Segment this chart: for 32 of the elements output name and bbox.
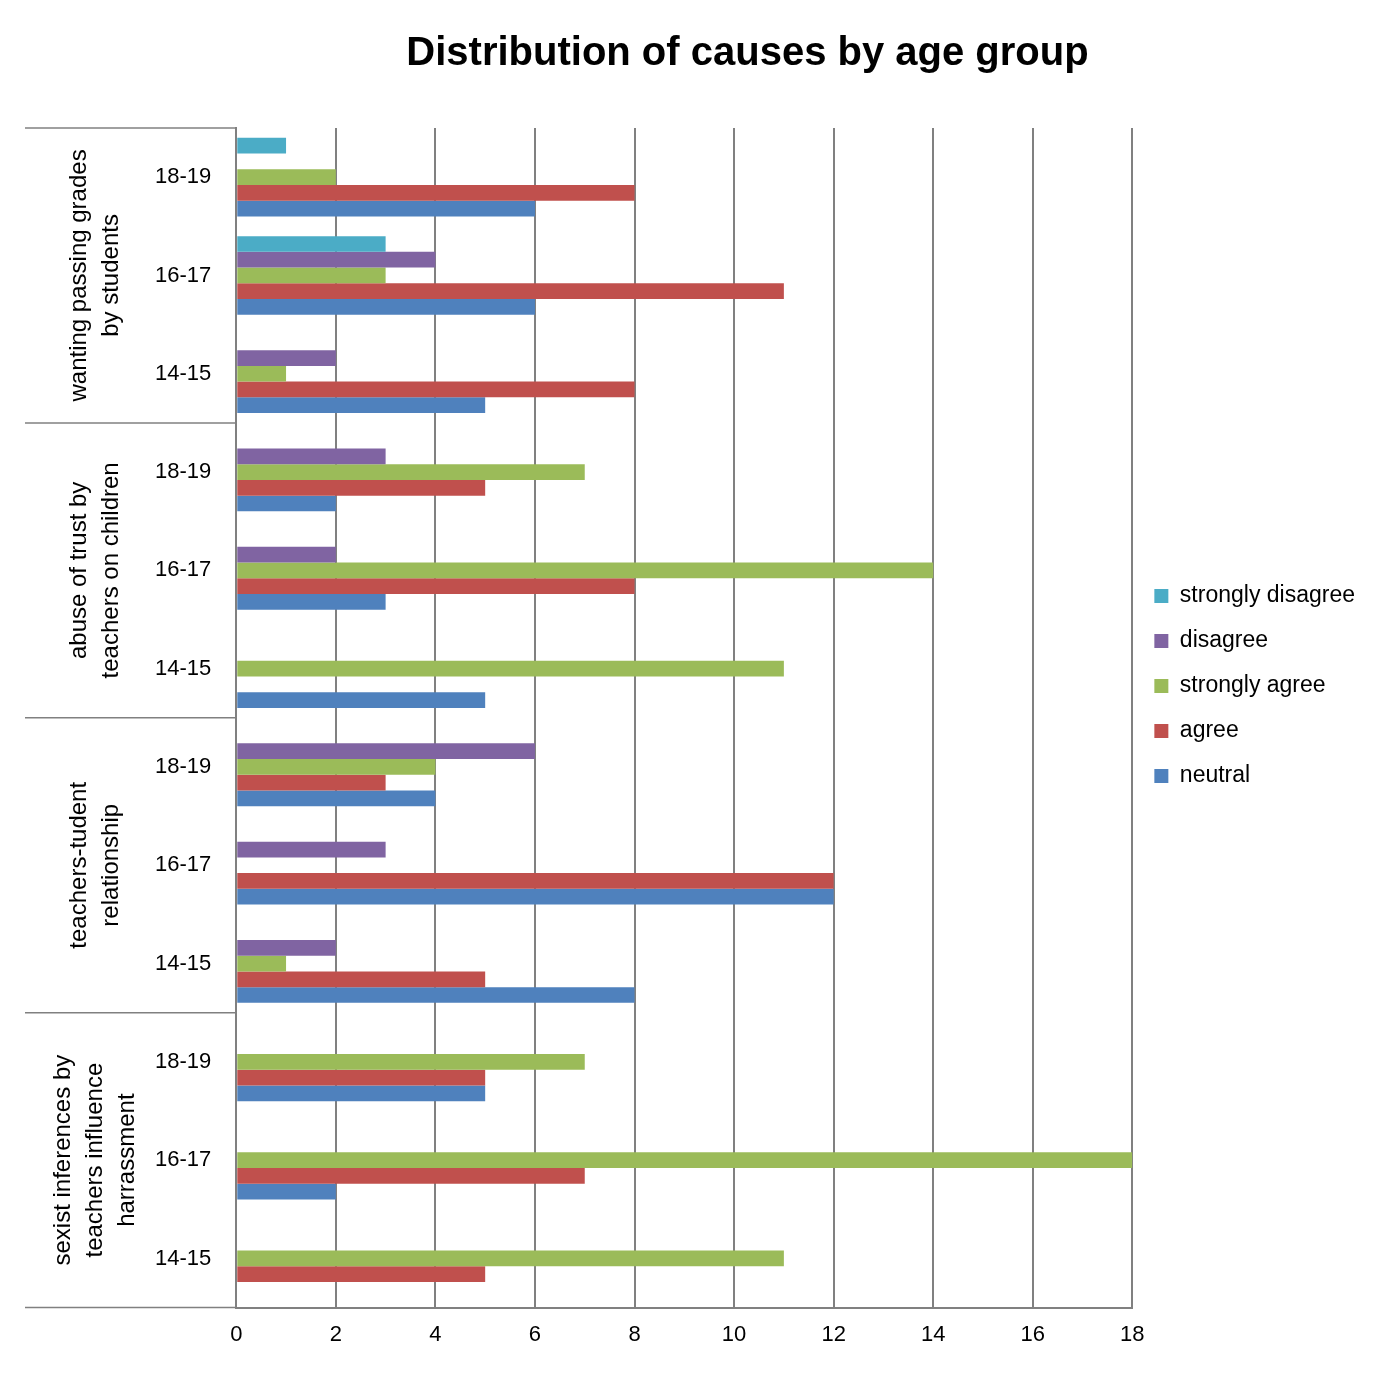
y-tick-label: 16-17 <box>154 851 212 877</box>
y-tick-label: 14-15 <box>154 1244 212 1270</box>
x-tick-label: 12 <box>821 1320 846 1346</box>
x-tick-label: 0 <box>230 1320 243 1346</box>
legend-label: disagree <box>1179 626 1269 653</box>
y-tick-label: 16-17 <box>154 261 212 287</box>
y-tick-label: 18-19 <box>154 1047 212 1073</box>
legend-label: agree <box>1179 716 1239 743</box>
text: wanting passing grades by students <box>63 149 123 403</box>
legend-label: neutral <box>1179 761 1251 788</box>
y-tick-label: 14-15 <box>154 359 212 385</box>
chart-title: Distribution of causes by age group <box>406 29 1089 74</box>
text: teachers-tudent relationship <box>63 781 123 949</box>
y-tick-label: 14-15 <box>154 949 212 975</box>
x-tick-label: 16 <box>1020 1320 1046 1346</box>
y-tick-label: 18-19 <box>154 753 212 779</box>
y-tick-label: 16-17 <box>154 1146 212 1172</box>
y-tick-label: 18-19 <box>154 163 212 189</box>
y-tick-label: 18-19 <box>154 458 212 484</box>
legend-label: strongly agree <box>1179 671 1326 698</box>
x-tick-label: 8 <box>628 1320 641 1346</box>
y-tick-label: 14-15 <box>154 654 212 680</box>
x-tick-label: 14 <box>920 1320 946 1346</box>
x-tick-label: 2 <box>329 1320 342 1346</box>
x-tick-label: 10 <box>721 1320 747 1346</box>
text: sexist inferences by teachers influence harrassment <box>47 1054 139 1266</box>
x-tick-label: 18 <box>1120 1320 1145 1346</box>
y-tick-label: 16-17 <box>154 556 212 582</box>
x-tick-label: 4 <box>429 1320 442 1346</box>
legend-label: strongly disagree <box>1179 581 1356 608</box>
text: abuse of trust by teachers on children <box>63 462 123 679</box>
x-tick-label: 6 <box>528 1320 542 1346</box>
